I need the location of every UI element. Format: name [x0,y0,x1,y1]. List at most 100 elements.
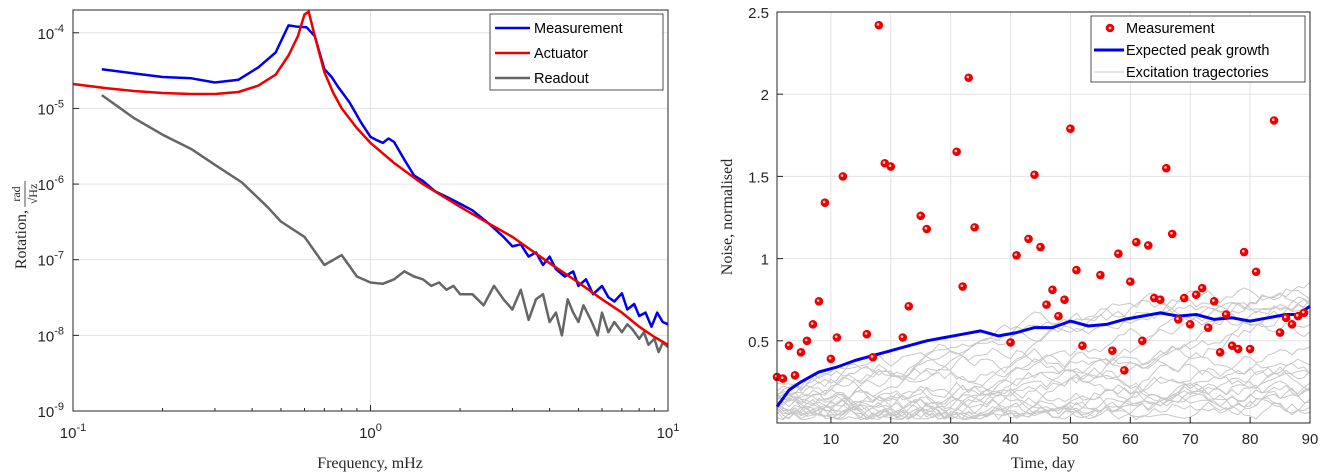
left-y-tick-label: 10-6 [38,174,64,194]
measurement-point-highlight [1044,302,1047,306]
right-legend-label-excitation: Excitation tragectories [1126,65,1269,81]
measurement-point-highlight [888,164,892,168]
excitation-trajectory-line [776,314,1311,421]
excitation-trajectory-line [776,292,1311,396]
measurement-point-highlight [828,356,832,360]
excitation-trajectory-line [776,289,1311,421]
measurement-point-highlight [1116,251,1119,255]
right-legend-label-measurement: Measurement [1126,21,1215,37]
measurement-point-highlight [1230,343,1233,347]
left-x-tick-label: 10-1 [60,422,86,442]
right-x-tick-label: 70 [1182,431,1199,448]
series-line-expected-peak-growth [775,305,1311,408]
measurement-point-highlight [1152,295,1155,299]
right-x-tick-label: 80 [1242,431,1259,448]
measurement-point-highlight [1224,312,1227,315]
right-y-tick-label: 1.5 [748,169,769,186]
left-y-tick-label: 10-8 [38,325,64,345]
measurement-point-highlight [960,284,964,288]
right-y-tick-label: 2.5 [748,5,769,22]
left-tick-marks [72,32,669,412]
measurement-point-highlight [966,75,970,79]
measurement-point-highlight [816,299,820,302]
measurement-point-highlight [1038,244,1042,248]
measurement-point-highlight [1140,338,1143,342]
svg-text:Rotation,: Rotation, [13,210,30,269]
left-y-tick-label: 10-4 [38,23,64,43]
measurement-point-highlight [924,226,928,230]
measurement-point-highlight [822,200,826,204]
series-line-measurement [101,24,669,328]
right-x-tick-label: 90 [1302,431,1319,448]
measurement-point-highlight [1277,330,1281,334]
measurement-point-highlight [906,304,910,307]
measurement-point-highlight [954,149,958,153]
measurement-point-highlight [876,23,880,26]
measurement-point-highlight [972,225,976,228]
excitation-trajectory-line [776,372,1311,420]
left-y-tick-label: 10-7 [38,250,64,270]
measurement-point-highlight [1080,343,1083,347]
right-tick-marks [777,11,1311,423]
right-x-tick-label: 10 [823,431,840,448]
measurement-point-highlight [804,338,808,342]
legend-label-readout: Readout [534,71,589,87]
excitation-trajectory-line [776,287,1311,407]
measurement-point-highlight [1188,322,1191,325]
excitation-trajectory-line [776,360,1311,407]
measurement-point-highlight [1074,268,1077,271]
right-x-tick-label: 30 [942,431,959,448]
right-y-tick-label: 1 [761,252,769,269]
excitation-trajectory-line [776,369,1311,421]
measurement-point-highlight [1122,368,1125,371]
left-y-tick-label: 10-9 [38,401,64,421]
measurement-point-highlight [840,174,844,177]
measurement-point-highlight [1242,249,1245,253]
measurement-point-highlight [1212,299,1215,302]
spectrum-chart: 10-1 100 101 10-9 10-8 10-7 10-6 10-5 10-4 Measu… [9,9,680,472]
excitation-trajectory-line [776,296,1311,397]
measurement-point-highlight [1146,243,1149,246]
measurement-point-highlight [882,161,886,164]
right-x-tick-label: 50 [1062,431,1079,448]
measurement-point-highlight [1134,240,1137,243]
right-legend-box [1090,15,1306,83]
measurement-point-highlight [1236,346,1239,350]
measurement-point-highlight [1295,314,1299,317]
legend-swatch-marker-highlight [1108,26,1112,30]
measurement-point-highlight [1289,322,1293,325]
right-x-axis-label: Time, day [1011,455,1075,472]
right-legend: Measurement Expected peak growth Excitat… [1090,15,1306,83]
measurement-point-highlight [798,350,802,353]
left-series-lines [72,10,669,354]
measurement-point-highlight [786,343,790,347]
left-tick-labels: 10-1 100 101 10-9 10-8 10-7 10-6 10-5 10-4 [38,23,680,442]
measurement-point-highlight [1206,325,1209,329]
left-y-tick-label: 10-5 [38,98,64,118]
measurement-point-highlight [792,373,796,376]
measurement-point-highlight [1164,166,1167,169]
excitation-trajectory-line [776,387,1310,421]
right-y-axis-label: Noise, normalised [719,159,736,275]
measurement-point-highlight [1026,236,1030,240]
left-x-tick-label: 100 [359,422,382,442]
measurement-point-highlight [1062,297,1065,301]
legend-label-actuator: Actuator [534,46,588,62]
excitation-trajectories [776,281,1311,421]
measurement-point-highlight [870,355,874,358]
measurement-point-highlight [1050,287,1053,291]
measurement-point-highlight [1283,315,1287,319]
measurement-point-highlight [900,335,904,339]
right-tick-labels: 10 20 30 40 50 60 70 80 90 0.5 1 1.5 2 2.5 [748,5,1318,448]
excitation-trajectory-line [776,362,1311,416]
excitation-trajectory-line [776,281,1311,402]
measurement-point-highlight [1008,340,1012,343]
excitation-trajectory-line [776,380,1311,420]
right-y-tick-label: 0.5 [748,334,769,351]
right-series [772,20,1311,408]
left-y-axis-label: Rotation, rad √Hz [9,181,40,269]
measurement-point-highlight [1194,292,1197,296]
measurement-point-highlight [1032,172,1036,176]
right-x-tick-label: 40 [1002,431,1019,448]
